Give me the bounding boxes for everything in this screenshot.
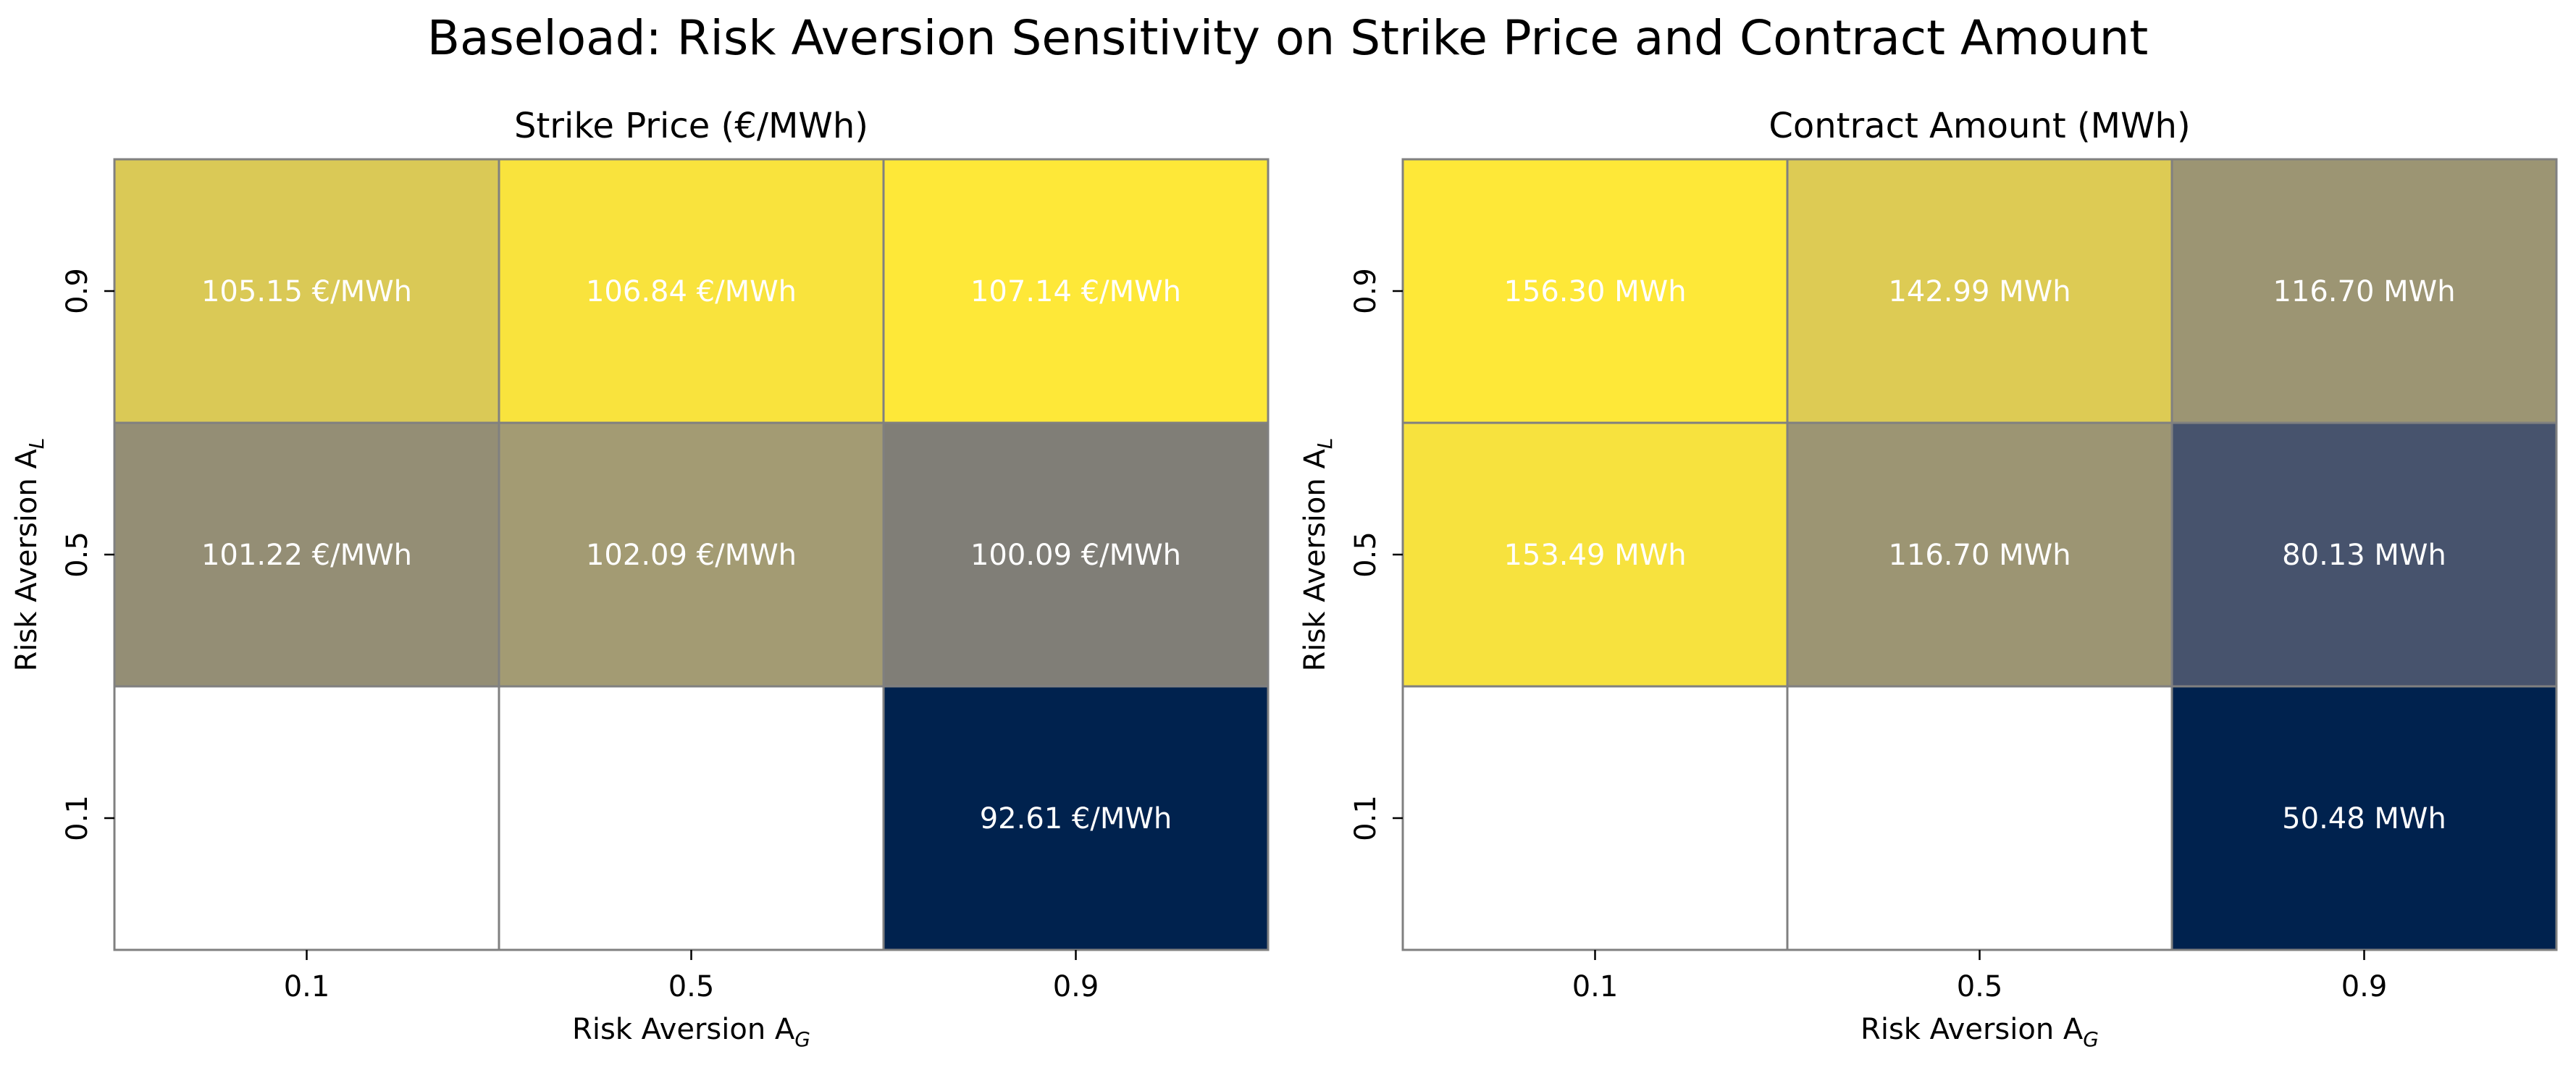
cell-label: 50.48 MWh [2282, 802, 2446, 835]
x-axis-label: Risk Aversion AG [572, 1013, 810, 1051]
heatmap-cell [113, 685, 500, 951]
heatmap-cell [882, 158, 1270, 424]
heatmap-cell [1786, 158, 2173, 424]
cell-label: 116.70 MWh [1888, 539, 2071, 572]
heatmap-cell [1786, 685, 2173, 951]
y-tick-label: 0.1 [1349, 795, 1383, 841]
cell-label: 116.70 MWh [2273, 275, 2455, 308]
panel-title: Contract Amount (MWh) [1769, 106, 2190, 146]
y-tick-label: 0.9 [1349, 268, 1383, 314]
x-tick-label: 0.9 [2341, 970, 2388, 1003]
cell-label: 100.09 €/MWh [970, 539, 1181, 572]
y-tick-label: 0.5 [61, 531, 94, 578]
y-tick-label: 0.9 [61, 268, 94, 314]
cell-label: 105.15 €/MWh [201, 275, 412, 308]
heatmap-cell [113, 421, 500, 688]
x-tick-label: 0.1 [284, 970, 330, 1003]
cell-label: 101.22 €/MWh [201, 539, 412, 572]
x-tick-label: 0.1 [1572, 970, 1619, 1003]
heatmap-cell [1401, 685, 1789, 951]
x-axis-label: Risk Aversion AG [1860, 1013, 2099, 1051]
heatmap-cell [113, 158, 500, 424]
figure-title: Baseload: Risk Aversion Sensitivity on S… [427, 10, 2149, 66]
cell-label: 80.13 MWh [2282, 539, 2446, 572]
cell-label: 92.61 €/MWh [980, 802, 1172, 835]
y-axis-label: Risk Aversion AL [1299, 438, 1337, 672]
heatmap-cell [2170, 158, 2558, 424]
cell-label: 107.14 €/MWh [970, 275, 1181, 308]
heatmap-cell [2170, 421, 2558, 688]
y-axis-label: Risk Aversion AL [10, 438, 49, 672]
x-tick-label: 0.9 [1053, 970, 1099, 1003]
heatmap-cell [498, 685, 885, 951]
heatmap-cell [1786, 421, 2173, 688]
cell-label: 156.30 MWh [1503, 275, 1686, 308]
y-tick-label: 0.5 [1349, 531, 1383, 578]
x-tick-label: 0.5 [1957, 970, 2003, 1003]
heatmap-panel-1: 105.15 €/MWh 106.84 €/MWh 107.14 €/MWh 101.… [10, 106, 1270, 1051]
heatmap-cell [882, 685, 1270, 951]
cell-label: 106.84 €/MWh [586, 275, 797, 308]
cell-label: 142.99 MWh [1888, 275, 2071, 308]
panel-title: Strike Price (€/MWh) [514, 106, 868, 146]
x-tick-label: 0.5 [668, 970, 715, 1003]
cell-label: 102.09 €/MWh [586, 539, 797, 572]
y-tick-label: 0.1 [61, 795, 94, 841]
heatmap-cell [1401, 421, 1789, 688]
heatmap-panel-2: 156.30 MWh 142.99 MWh 116.70 MWh 153.49 MWh… [1299, 106, 2558, 1051]
cell-label: 153.49 MWh [1503, 539, 1686, 572]
